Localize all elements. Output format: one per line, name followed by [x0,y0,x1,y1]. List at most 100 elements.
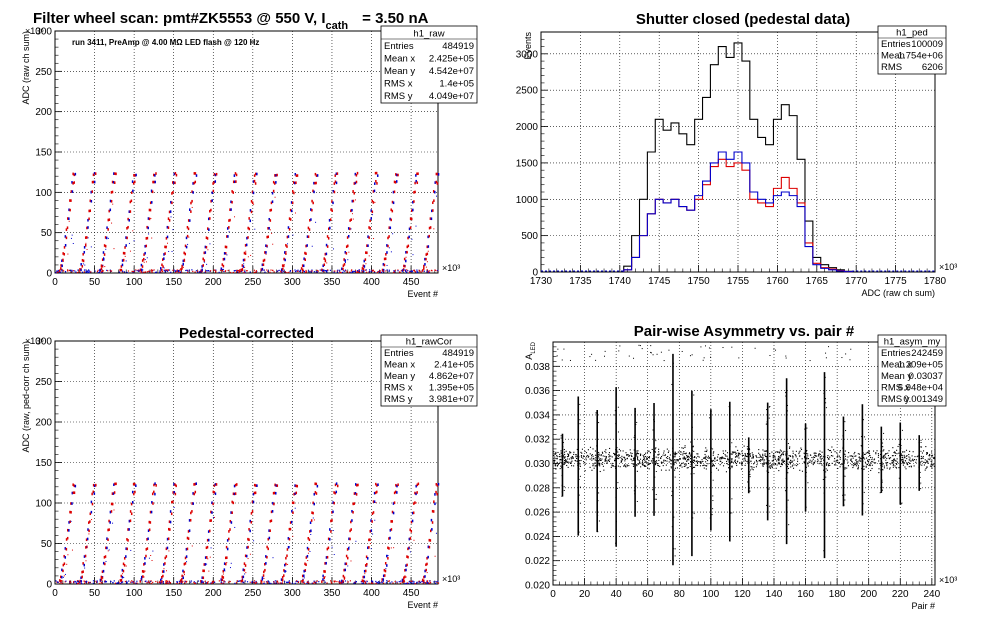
data-point [342,267,344,271]
data-point [59,271,61,274]
data-point [307,552,309,554]
data-point [260,268,263,271]
data-point [779,455,782,457]
data-point [228,219,230,222]
data-point [163,563,165,566]
data-point [55,271,57,274]
data-point [818,463,820,465]
data-point [674,461,676,463]
data-point [597,531,599,533]
data-point [313,492,316,496]
data-point [760,456,762,458]
data-point [739,453,741,455]
data-point [339,580,341,582]
data-point [412,580,414,582]
data-point [226,227,229,230]
data-point [917,455,919,457]
data-point [873,459,875,461]
data-point [153,180,155,184]
data-point [206,545,209,549]
data-point [349,227,351,231]
data-point [722,452,725,454]
data-point [652,460,654,462]
data-point [313,581,315,583]
data-point [274,174,276,177]
data-point [555,463,557,465]
data-point [862,455,864,457]
data-point [335,181,338,185]
data-point [663,450,665,452]
data-point [93,492,96,495]
data-point [296,174,299,177]
data-point [728,524,730,526]
data-point [160,271,162,273]
data-point [771,467,773,469]
data-point [129,581,132,583]
data-point [894,460,896,462]
data-point [636,464,638,466]
data-point [132,482,135,486]
y-tick-label: 0.038 [525,362,550,373]
data-point [263,577,265,579]
data-point [313,190,315,194]
data-point [605,459,607,461]
data-point [372,533,374,535]
data-point [214,581,216,583]
data-point [329,528,331,531]
data-point [435,582,437,585]
data-point [645,465,647,467]
data-point [413,582,415,584]
data-point [926,453,928,455]
data-point [884,454,886,456]
data-point [766,463,768,465]
data-point [274,580,276,582]
data-point [657,454,659,456]
data-point [154,174,156,177]
data-point [222,264,225,268]
data-point [162,265,164,268]
data-point [902,451,904,453]
data-point [560,465,562,467]
data-point [781,463,783,465]
data-point [633,464,635,466]
data-point [333,270,335,272]
data-point [564,457,566,459]
data-point [63,575,65,577]
data-point [428,545,431,549]
data-point [304,562,306,566]
data-point [404,269,407,271]
data-point [924,469,926,471]
data-point [412,208,414,212]
data-point [721,456,723,458]
data-point [192,492,194,495]
data-point [654,451,656,453]
data-point [226,556,228,559]
data-point [424,257,426,261]
data-point [104,581,106,583]
data-point [103,257,105,259]
data-point [626,454,628,456]
x-tick-label: 1745 [648,276,671,287]
data-point [605,456,607,459]
data-point [324,252,327,256]
data-point [637,456,639,458]
data-point [344,562,347,566]
data-point [72,172,74,176]
data-point [787,463,789,465]
data-point [287,243,289,245]
data-point [68,580,71,583]
data-point [111,502,114,506]
data-point [655,494,657,496]
data-point [220,578,222,581]
data-point [823,469,825,471]
data-point [294,270,297,273]
data-point [664,454,666,457]
data-point [898,452,900,454]
data-point [205,245,208,249]
data-point [168,269,171,271]
data-point [671,383,673,385]
data-point [265,244,267,247]
data-point [636,465,638,467]
data-point [69,581,71,583]
data-point [591,459,593,461]
